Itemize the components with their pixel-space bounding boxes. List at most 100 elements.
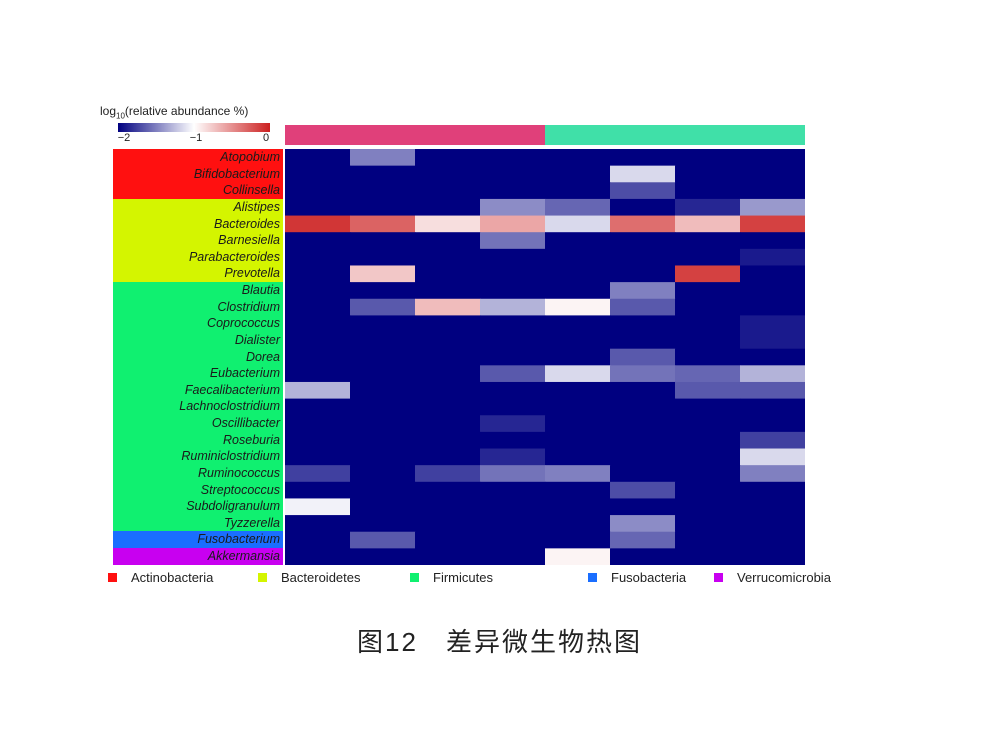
heatmap-cell [740,515,805,533]
heatmap-cell [480,498,546,516]
heatmap-cell [675,365,741,383]
heatmap-cell [285,232,351,250]
heatmap-cell [740,431,805,450]
heatmap-cell [610,498,676,516]
heatmap-cell [545,481,611,499]
heatmap-cell [610,298,676,316]
heatmap-cell [545,298,611,316]
heatmap-cell [480,198,546,217]
heatmap-cell [740,315,805,333]
heatmap-cell [285,298,351,316]
heatmap-cell [545,315,611,333]
heatmap-cell [285,498,351,516]
heatmap-cell [545,415,611,433]
heatmap-cell [350,248,416,266]
heatmap-cell [675,498,741,516]
heatmap-cell [415,282,481,300]
row-label: Clostridium [113,298,283,316]
heatmap-cell [610,315,676,333]
heatmap-cell [480,348,546,366]
heatmap-cell [740,332,805,350]
heatmap-cell [350,465,416,483]
row-label: Bacteroides [113,215,283,233]
heatmap-cell [480,315,546,333]
heatmap-cell [545,198,611,217]
heatmap-cell [415,298,481,316]
heatmap-cell [350,448,416,466]
heatmap-cell [740,182,805,200]
heatmap-cell [415,232,481,250]
heatmap-cell [480,365,546,383]
heatmap-cell [545,548,611,565]
heatmap-cell [740,365,805,383]
heatmap-cell [415,265,481,283]
heatmap-cell [675,215,741,233]
heatmap-cell [675,448,741,466]
heatmap-cell [610,248,676,266]
heatmap-cell [415,465,481,483]
heatmap-cell [415,198,481,217]
heatmap-cell [480,431,546,450]
heatmap-cell [610,465,676,483]
heatmap-cell [740,282,805,300]
heatmap-cell [285,415,351,433]
heatmap-cell [740,465,805,483]
row-label: Oscillibacter [113,415,283,432]
heatmap-cell [350,265,416,283]
heatmap-cell [350,348,416,366]
heatmap-cell [675,381,741,400]
heatmap-cell [350,498,416,516]
heatmap-cell [740,232,805,250]
heatmap-cell [480,531,546,549]
row-label: Akkermansia [113,548,283,565]
heatmap-cell [480,381,546,400]
heatmap-cell [740,531,805,549]
heatmap-cell [740,298,805,316]
heatmap-cell [415,248,481,266]
row-label: Dialister [113,331,283,349]
colorbar-tick: 0 [262,132,270,144]
legend-label: Firmicutes [433,570,493,585]
heatmap-cell [610,415,676,433]
heatmap-cell [545,381,611,400]
heatmap-cell [415,415,481,433]
heatmap-cell [675,265,741,283]
heatmap-cell [545,248,611,266]
heatmap-cell [610,398,676,416]
row-label: Ruminiclostridium [113,448,283,465]
heatmap-cell [415,365,481,383]
heatmap-cell [285,198,351,217]
heatmap-cell [610,548,676,565]
heatmap-cell [675,515,741,533]
legend-item: Verrucomicrobia [714,570,831,585]
heatmap-cell [545,215,611,233]
row-label: Blautia [113,282,283,299]
heatmap-cell [285,149,351,167]
heatmap-cell [480,282,546,300]
heatmap-cell [480,165,546,183]
row-label: Ruminococcus [113,464,283,482]
heatmap-cell [610,198,676,217]
heatmap-cell [350,232,416,250]
heatmap-cell [740,381,805,400]
group-bar-2 [545,125,805,145]
heatmap-cell [480,415,546,433]
heatmap-cell [675,282,741,300]
heatmap-cell [350,298,416,316]
row-label: Lachnoclostridium [113,398,283,415]
heatmap-cell [285,448,351,466]
heatmap-cell [415,165,481,183]
legend-item: Bacteroidetes [258,570,361,585]
heatmap-cell [350,548,416,565]
legend-swatch [588,573,597,582]
heatmap-cell [545,365,611,383]
heatmap-cell [675,431,741,450]
heatmap-cell [415,431,481,450]
heatmap-cell [545,448,611,466]
row-label: Eubacterium [113,365,283,382]
legend-label: Bacteroidetes [281,570,361,585]
row-label: Roseburia [113,431,283,449]
figure-caption: 图12 差异微生物热图 [357,627,642,657]
heatmap-cell [415,332,481,350]
heatmap-cell [740,548,805,565]
